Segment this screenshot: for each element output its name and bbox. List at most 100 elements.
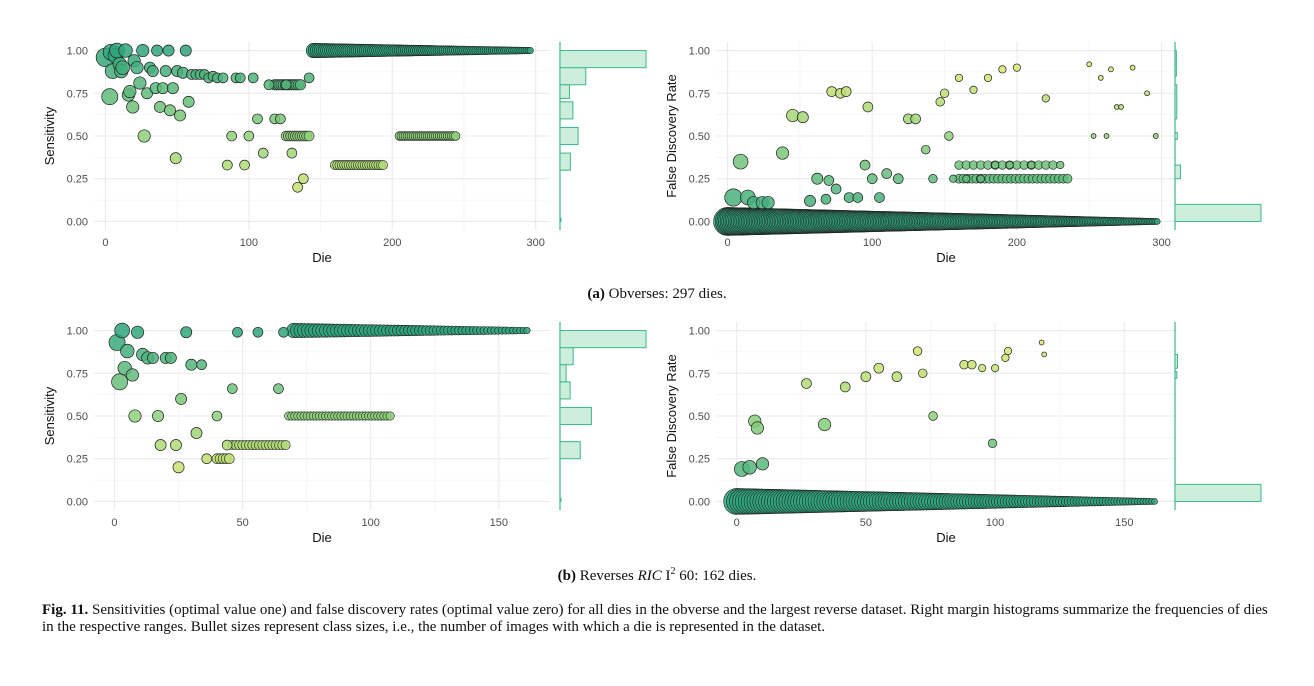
histogram-bar: [559, 497, 562, 502]
histogram-bar: [1174, 353, 1178, 369]
data-point: [118, 43, 133, 58]
data-point: [131, 325, 145, 339]
chart-reverse-sensitivity: 0.00 0.25 0.50 0.75 1.00 0 50 100 150 Die Sensitiv…: [42, 322, 647, 545]
data-point: [1048, 160, 1058, 170]
data-point: [978, 364, 987, 373]
histogram-bar: [559, 441, 581, 460]
data-point: [303, 130, 315, 142]
data-point: [101, 88, 119, 106]
histogram-bar: [559, 217, 562, 222]
y-tick-label: 0.00: [67, 216, 88, 228]
data-point: [179, 44, 192, 57]
data-point: [866, 173, 878, 185]
y-tick-label: 1.00: [67, 46, 88, 58]
data-point: [378, 160, 388, 170]
data-point: [125, 368, 139, 382]
data-point: [217, 72, 229, 84]
histogram-bar: [1174, 50, 1177, 77]
data-point: [247, 72, 259, 84]
data-point: [152, 410, 164, 422]
data-point: [775, 146, 790, 160]
data-point: [175, 392, 188, 405]
data-point: [892, 173, 904, 185]
data-point: [263, 79, 275, 91]
data-point: [169, 152, 182, 165]
x-tick-label: 150: [490, 517, 508, 529]
data-point: [804, 195, 816, 207]
x-tick-label: 100: [361, 517, 379, 529]
data-point: [137, 129, 151, 143]
subcaption-b-ric: RIC: [637, 568, 662, 584]
data-point: [921, 144, 931, 155]
data-point: [243, 130, 255, 142]
histogram-bar: [1174, 371, 1178, 379]
data-point: [252, 326, 264, 338]
data-point: [1090, 133, 1097, 139]
data-point: [162, 44, 175, 57]
data-point: [967, 360, 977, 370]
data-point: [182, 95, 195, 108]
data-point: [130, 61, 144, 75]
data-point: [991, 364, 1000, 373]
data-point: [1005, 160, 1014, 170]
data-point: [114, 322, 130, 339]
data-point: [826, 86, 838, 97]
data-point: [257, 147, 269, 159]
histogram-bar: [1174, 203, 1262, 222]
data-point: [286, 147, 298, 159]
data-point: [796, 111, 809, 124]
data-point: [146, 65, 159, 77]
data-point: [724, 188, 743, 207]
chart-obverse-sensitivity: 0.00 0.25 0.50 0.75 1.00 0 100 200 300 Die Sensiti…: [42, 42, 647, 265]
data-point: [273, 383, 284, 394]
data-point: [275, 113, 286, 125]
data-point: [1103, 133, 1110, 139]
x-axis-title: Die: [936, 530, 956, 545]
data-point: [935, 97, 945, 107]
data-point: [732, 153, 749, 170]
data-point: [820, 193, 832, 205]
data-point: [918, 368, 928, 378]
y-axis-title: False Discovery Rate: [664, 354, 679, 478]
data-point: [123, 85, 137, 99]
data-point: [949, 174, 958, 183]
data-point: [998, 65, 1007, 74]
data-point: [817, 417, 832, 432]
data-point: [151, 44, 164, 57]
data-point: [1097, 75, 1104, 81]
x-tick-label: 150: [1115, 517, 1133, 529]
y-tick-label: 0.25: [689, 454, 710, 466]
x-tick-label: 0: [111, 517, 117, 529]
data-point: [252, 113, 263, 125]
data-point: [278, 326, 289, 338]
x-tick-label: 100: [240, 237, 258, 249]
x-tick-label: 0: [725, 237, 731, 249]
data-point: [1153, 218, 1161, 225]
data-point: [133, 76, 147, 90]
subcaption-a: (a) Obverses: 297 dies.: [0, 286, 1314, 303]
data-point: [786, 108, 800, 123]
chart-obverse-fdr: 0.00 0.25 0.50 0.75 1.00 0 100 200 300 Die False D…: [664, 42, 1262, 265]
data-point: [1062, 173, 1073, 184]
data-point: [811, 172, 824, 185]
data-point: [154, 439, 167, 451]
data-point: [839, 381, 851, 393]
histogram-bar: [559, 406, 592, 426]
data-point: [1001, 353, 1010, 362]
data-point: [201, 453, 213, 465]
data-point: [1056, 160, 1065, 170]
data-point: [141, 87, 153, 100]
y-axis-title: Sensitivity: [42, 386, 57, 445]
data-point: [1108, 66, 1114, 73]
data-point: [136, 43, 150, 58]
data-point: [840, 86, 852, 97]
x-tick-label: 50: [236, 517, 248, 529]
data-point: [991, 160, 1000, 170]
data-point: [526, 47, 534, 55]
x-tick-label: 200: [383, 237, 401, 249]
data-point: [881, 168, 893, 179]
y-tick-label: 0.50: [689, 131, 710, 143]
histogram-bar: [559, 84, 570, 99]
data-point: [891, 371, 903, 383]
data-point: [115, 60, 130, 75]
